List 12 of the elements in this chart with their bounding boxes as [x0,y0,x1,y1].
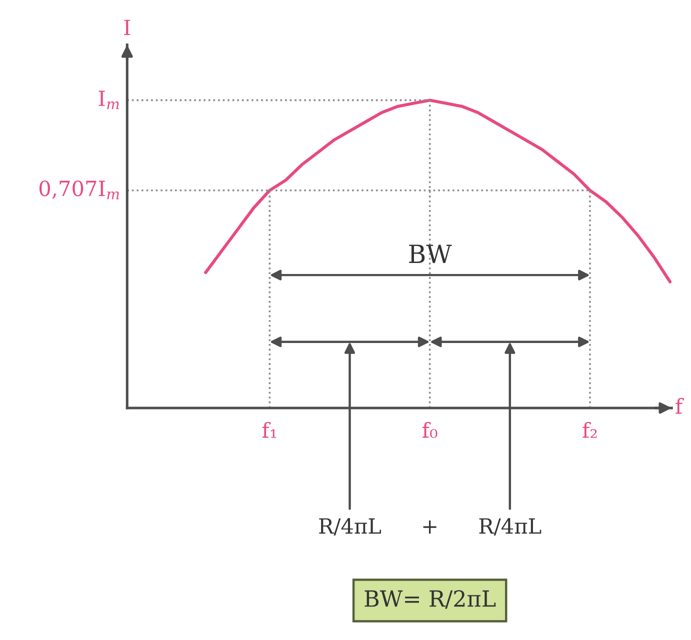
x-axis-title: f [676,398,684,414]
text: R/4πL [479,518,542,536]
ref-line-label: 0,707I$_{m}$ [39,180,119,200]
x-tick-label: f₁ [262,422,276,438]
x-tick-label: f₂ [582,422,597,438]
ref-line-label: I$_{m}$ [98,90,119,110]
y-axis-title: I [124,20,130,36]
text: R/4πL [319,518,381,536]
text: BW= R/2πL [364,590,496,609]
annotation: BW [409,244,452,263]
x-tick-label: f₀ [422,422,438,438]
text: + [423,520,436,534]
